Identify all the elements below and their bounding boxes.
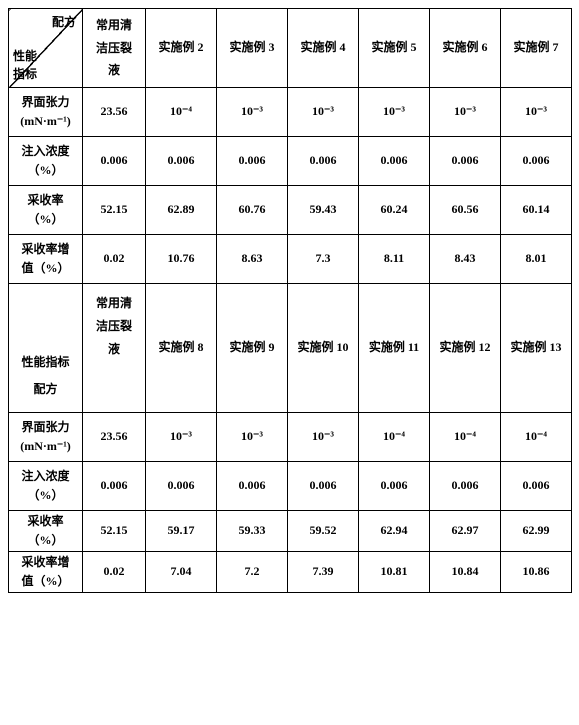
cell: 7.2	[217, 552, 288, 593]
cell: 10⁻³	[217, 413, 288, 462]
cell: 10⁻³	[146, 413, 217, 462]
cell: 10⁻⁴	[359, 413, 430, 462]
row-label: 界面张力(mN·m⁻¹)	[9, 413, 83, 462]
table-row: 界面张力(mN·m⁻¹) 23.56 10⁻⁴ 10⁻³ 10⁻³ 10⁻³ 1…	[9, 88, 572, 137]
cell: 10.81	[359, 552, 430, 593]
cell: 0.02	[83, 552, 146, 593]
cell: 0.02	[83, 235, 146, 284]
row-label: 采收率增值（%）	[9, 552, 83, 593]
cell: 8.01	[501, 235, 572, 284]
header2-cell0: 性能指标 配方	[9, 284, 83, 413]
header-col: 实施例 10	[288, 284, 359, 413]
header-col: 实施例 13	[501, 284, 572, 413]
header-col: 实施例 9	[217, 284, 288, 413]
cell: 0.006	[288, 137, 359, 186]
row-label: 采收率（%）	[9, 511, 83, 552]
cell: 0.006	[359, 462, 430, 511]
cell: 0.006	[501, 462, 572, 511]
cell: 10⁻⁴	[430, 413, 501, 462]
cell: 62.89	[146, 186, 217, 235]
cell: 0.006	[430, 462, 501, 511]
cell: 10⁻³	[501, 88, 572, 137]
cell: 23.56	[83, 413, 146, 462]
table-row: 注入浓度（%） 0.006 0.006 0.006 0.006 0.006 0.…	[9, 137, 572, 186]
header-col: 实施例 12	[430, 284, 501, 413]
header-col: 实施例 5	[359, 9, 430, 88]
cell: 8.63	[217, 235, 288, 284]
cell: 0.006	[83, 137, 146, 186]
cell: 62.94	[359, 511, 430, 552]
cell: 10.86	[501, 552, 572, 593]
cell: 59.33	[217, 511, 288, 552]
cell: 60.76	[217, 186, 288, 235]
cell: 52.15	[83, 186, 146, 235]
row-label: 注入浓度（%）	[9, 137, 83, 186]
header-col: 实施例 8	[146, 284, 217, 413]
header-col: 实施例 11	[359, 284, 430, 413]
row-label: 采收率增值（%）	[9, 235, 83, 284]
cell: 0.006	[501, 137, 572, 186]
cell: 10⁻⁴	[501, 413, 572, 462]
table-row: 注入浓度（%） 0.006 0.006 0.006 0.006 0.006 0.…	[9, 462, 572, 511]
cell: 7.04	[146, 552, 217, 593]
cell: 0.006	[217, 462, 288, 511]
cell: 8.11	[359, 235, 430, 284]
cell: 10⁻³	[288, 413, 359, 462]
cell: 52.15	[83, 511, 146, 552]
cell: 0.006	[83, 462, 146, 511]
row-label: 注入浓度（%）	[9, 462, 83, 511]
cell: 7.39	[288, 552, 359, 593]
header-col: 实施例 2	[146, 9, 217, 88]
table-row: 采收率增值（%） 0.02 10.76 8.63 7.3 8.11 8.43 8…	[9, 235, 572, 284]
table-row: 采收率增值（%） 0.02 7.04 7.2 7.39 10.81 10.84 …	[9, 552, 572, 593]
cell: 0.006	[288, 462, 359, 511]
cell: 0.006	[146, 462, 217, 511]
cell: 60.24	[359, 186, 430, 235]
cell: 0.006	[146, 137, 217, 186]
header-col: 实施例 6	[430, 9, 501, 88]
cell: 10⁻³	[430, 88, 501, 137]
diag-bottom: 性能 指标	[13, 47, 37, 83]
header-col: 实施例 3	[217, 9, 288, 88]
header-col: 实施例 4	[288, 9, 359, 88]
diag-top: 配方	[52, 13, 76, 32]
table-row: 采收率（%） 52.15 62.89 60.76 59.43 60.24 60.…	[9, 186, 572, 235]
cell: 0.006	[359, 137, 430, 186]
cell: 23.56	[83, 88, 146, 137]
cell: 7.3	[288, 235, 359, 284]
header-col: 实施例 7	[501, 9, 572, 88]
header-row-1: 配方 性能 指标 常用清 洁压裂 液 实施例 2 实施例 3 实施例 4 实施例…	[9, 9, 572, 88]
row-label: 界面张力(mN·m⁻¹)	[9, 88, 83, 137]
cell: 62.99	[501, 511, 572, 552]
cell: 60.14	[501, 186, 572, 235]
cell: 10.84	[430, 552, 501, 593]
table-row: 采收率（%） 52.15 59.17 59.33 59.52 62.94 62.…	[9, 511, 572, 552]
header2-col1: 常用清 洁压裂 液	[83, 284, 146, 413]
cell: 59.52	[288, 511, 359, 552]
diag-header-cell: 配方 性能 指标	[9, 9, 83, 88]
cell: 59.17	[146, 511, 217, 552]
header-col1: 常用清 洁压裂 液	[83, 9, 146, 88]
cell: 8.43	[430, 235, 501, 284]
cell: 10⁻⁴	[146, 88, 217, 137]
cell: 10⁻³	[288, 88, 359, 137]
table-row: 界面张力(mN·m⁻¹) 23.56 10⁻³ 10⁻³ 10⁻³ 10⁻⁴ 1…	[9, 413, 572, 462]
cell: 0.006	[217, 137, 288, 186]
cell: 59.43	[288, 186, 359, 235]
cell: 0.006	[430, 137, 501, 186]
data-table: 配方 性能 指标 常用清 洁压裂 液 实施例 2 实施例 3 实施例 4 实施例…	[8, 8, 572, 593]
row-label: 采收率（%）	[9, 186, 83, 235]
cell: 10.76	[146, 235, 217, 284]
cell: 10⁻³	[359, 88, 430, 137]
cell: 10⁻³	[217, 88, 288, 137]
header-row-2: 性能指标 配方 常用清 洁压裂 液 实施例 8 实施例 9 实施例 10 实施例…	[9, 284, 572, 413]
cell: 62.97	[430, 511, 501, 552]
cell: 60.56	[430, 186, 501, 235]
